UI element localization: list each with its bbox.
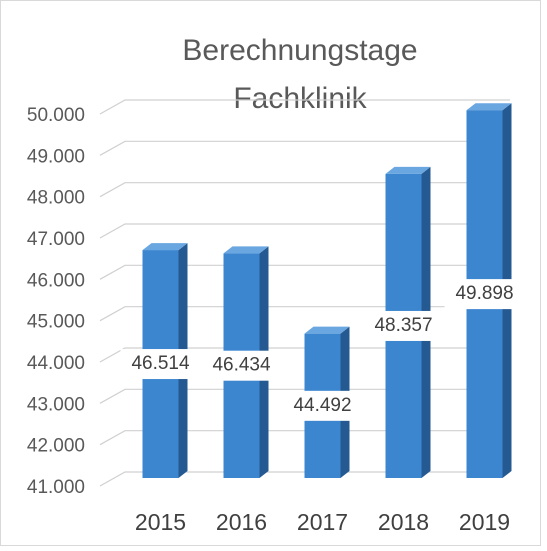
data-label: 49.898 (455, 283, 513, 304)
grid-line (99, 99, 510, 115)
y-tick-label: 41.000 (27, 477, 85, 498)
y-tick-label: 46.000 (27, 270, 85, 291)
data-label-box (363, 310, 444, 341)
y-tick-label: 48.000 (27, 188, 85, 209)
bar-top (304, 326, 350, 334)
chart-title: Berechnungstage (182, 34, 417, 67)
grid-line (99, 388, 510, 404)
x-tick-label: 2015 (135, 509, 186, 535)
data-label: 46.514 (131, 353, 190, 374)
y-tick-label: 49.000 (27, 146, 85, 167)
bar-top (466, 103, 512, 111)
bar-top (385, 166, 431, 174)
data-label-box (282, 390, 363, 421)
grid-line (99, 264, 510, 280)
bar-top (223, 246, 269, 254)
data-label: 44.492 (293, 395, 351, 416)
x-tick-label: 2016 (216, 509, 267, 535)
data-label: 48.357 (374, 315, 432, 336)
bar-top (142, 243, 188, 251)
y-tick-label: 43.000 (27, 394, 85, 415)
x-tick-label: 2017 (297, 509, 348, 535)
grid-line (99, 306, 510, 322)
y-tick-label: 44.000 (27, 353, 85, 374)
x-tick-label: 2018 (378, 509, 429, 535)
grid-line (99, 182, 510, 198)
y-tick-label: 47.000 (27, 229, 85, 250)
y-tick-label: 42.000 (27, 436, 85, 457)
y-tick-label: 45.000 (27, 312, 85, 333)
grid-line (99, 223, 510, 239)
grid-line (99, 430, 510, 446)
x-tick-label: 2019 (459, 509, 510, 535)
y-tick-label: 50.000 (27, 105, 85, 126)
data-label: 46.434 (212, 355, 271, 376)
grid-line (99, 471, 510, 487)
data-label-box (444, 279, 525, 310)
data-label-box (120, 349, 201, 380)
chart-title: Fachklinik (233, 82, 367, 115)
grid-line (99, 140, 510, 156)
grid-line (99, 347, 510, 363)
data-label-box (201, 350, 282, 381)
